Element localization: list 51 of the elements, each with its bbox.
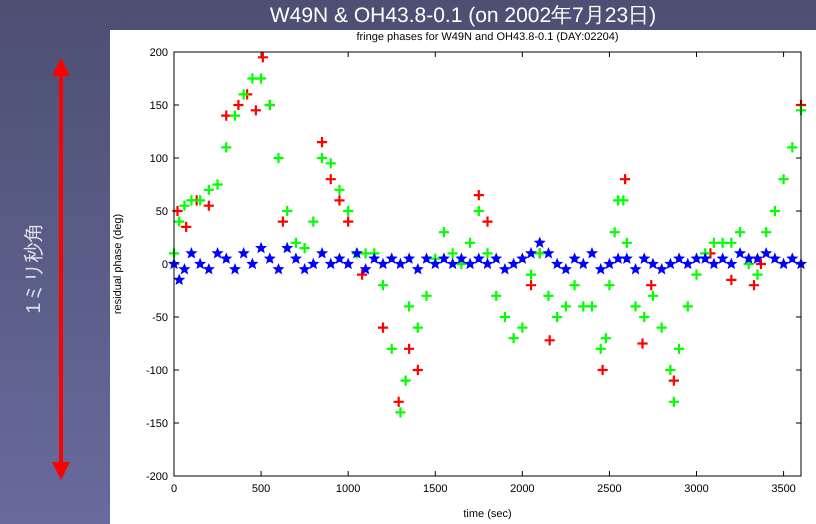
- point: [394, 396, 404, 407]
- point: [646, 280, 656, 290]
- point: [526, 280, 536, 290]
- point: [221, 110, 232, 121]
- point: [598, 364, 608, 376]
- point: [482, 216, 493, 227]
- point: [326, 174, 336, 184]
- y-axis-title: residual phase (deg): [112, 214, 124, 314]
- y-tick-label: 100: [150, 153, 168, 165]
- y-tick-label: 50: [156, 206, 168, 218]
- point: [756, 258, 766, 270]
- x-tick-label: 500: [252, 483, 270, 495]
- x-tick-label: 0: [170, 483, 178, 495]
- point: [181, 222, 192, 232]
- point: [412, 364, 423, 376]
- y-tick-label: -200: [146, 471, 168, 483]
- chart-title: fringe phases for W49N and OH43.8-0.1 (DAY:02204): [356, 31, 619, 43]
- point: [250, 105, 261, 116]
- y-tick-label: -150: [146, 418, 168, 430]
- x-tick-label: 3000: [684, 483, 709, 495]
- x-tick-label: 2000: [510, 483, 535, 495]
- x-tick-label: 3500: [771, 483, 796, 495]
- point: [357, 270, 368, 280]
- y-tick-label: -50: [152, 312, 168, 324]
- point: [637, 338, 648, 349]
- point: [378, 322, 388, 333]
- x-tick-label: 2500: [597, 483, 622, 495]
- y-tick-label: 0: [162, 259, 168, 271]
- point: [668, 376, 679, 386]
- point: [620, 174, 630, 184]
- point: [316, 137, 328, 148]
- y-tick-label: 150: [150, 100, 168, 112]
- text: W49N & OH43.8-0.1 (on 2002年7月23日): [270, 4, 656, 27]
- point: [172, 206, 183, 216]
- text: 1ミリ秒角: [23, 222, 45, 314]
- point: [544, 335, 555, 346]
- point: [278, 216, 288, 227]
- y-tick-label: -100: [146, 365, 168, 377]
- point: [233, 100, 244, 110]
- point: [748, 280, 760, 290]
- x-tick-label: 1000: [336, 483, 360, 495]
- point: [334, 195, 345, 206]
- point: [258, 52, 268, 62]
- point: [474, 190, 484, 200]
- point: [404, 344, 414, 354]
- x-tick-label: 1500: [423, 483, 448, 495]
- y-tick-label: 200: [150, 47, 168, 59]
- point: [204, 200, 214, 211]
- point: [726, 274, 736, 285]
- point: [343, 216, 354, 227]
- x-axis-title: time (sec): [463, 508, 512, 520]
